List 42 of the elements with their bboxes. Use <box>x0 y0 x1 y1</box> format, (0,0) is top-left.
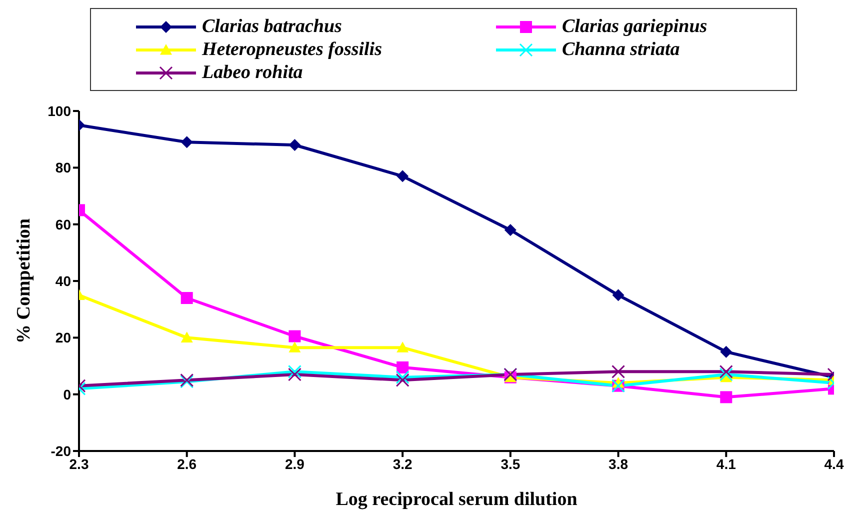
point <box>719 368 733 382</box>
legend-label: Clarias batrachus <box>202 15 342 38</box>
point <box>396 361 409 374</box>
x-tick-label: 3.2 <box>392 456 413 472</box>
point <box>719 364 733 378</box>
point <box>180 292 193 304</box>
point <box>288 139 301 151</box>
point <box>720 391 732 404</box>
point <box>180 136 193 148</box>
x-tick-label: 2.9 <box>284 456 305 472</box>
point <box>180 332 193 342</box>
y-tick-label: 20 <box>55 330 72 346</box>
point <box>504 224 516 236</box>
point <box>396 342 409 352</box>
y-tick-label: -20 <box>50 442 72 459</box>
point <box>288 330 301 342</box>
legend-label: Labeo rohita <box>202 61 303 84</box>
point <box>612 289 624 302</box>
point <box>288 368 302 382</box>
x-tick-label: 4.1 <box>716 456 736 472</box>
x-tick-label: 4.4 <box>824 456 844 472</box>
y-tick-label: 0 <box>63 386 72 402</box>
legend-label: Clarias gariepinus <box>562 15 708 38</box>
point <box>720 346 732 358</box>
x-tick-label: 3.8 <box>608 456 628 472</box>
x-tick-label: 2.3 <box>69 456 89 472</box>
x-tick-label: 2.6 <box>177 456 197 472</box>
point <box>396 373 410 387</box>
y-axis-title: % Competition <box>14 218 35 344</box>
x-axis-title: Log reciprocal serum dilution <box>336 489 578 510</box>
y-tick-label: 80 <box>55 160 72 176</box>
legend-label: Channa striata <box>562 38 680 61</box>
point <box>612 364 626 378</box>
point <box>396 370 410 384</box>
y-tick-label: 40 <box>55 272 72 289</box>
legend-label: Heteropneustes fossilis <box>202 38 382 61</box>
y-tick-label: 100 <box>48 102 72 119</box>
point <box>396 170 409 182</box>
x-tick-label: 3.5 <box>500 456 520 472</box>
point <box>288 342 301 352</box>
y-tick-label: 60 <box>55 216 72 232</box>
point <box>288 364 302 378</box>
